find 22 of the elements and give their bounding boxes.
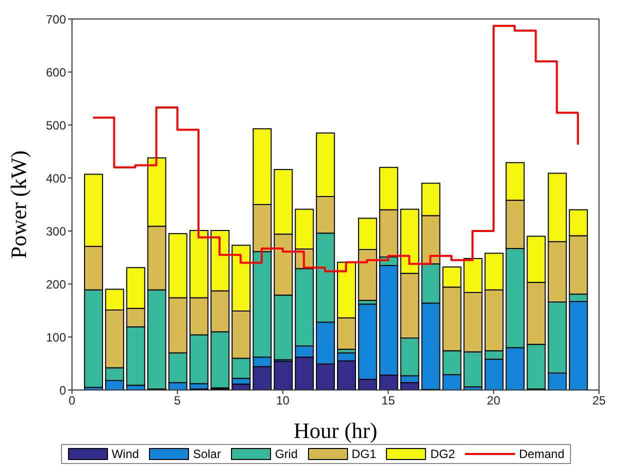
legend-label: DG2 xyxy=(429,447,456,461)
y-tick-label: 600 xyxy=(46,65,66,80)
x-tick-label: 0 xyxy=(68,394,76,408)
x-tick-label: 25 xyxy=(592,394,606,408)
legend-label: Solar xyxy=(192,447,221,461)
x-tick-label: 10 xyxy=(276,394,290,408)
y-tick-label: 300 xyxy=(46,224,66,238)
x-tick-label: 5 xyxy=(174,394,182,408)
legend-label: Demand xyxy=(518,447,564,461)
x-axis-title: Hour (hr) xyxy=(294,418,378,443)
legend-label: DG1 xyxy=(350,447,376,461)
legend-label: Wind xyxy=(110,447,139,461)
y-tick-label: 400 xyxy=(46,171,66,186)
legend-label: Grid xyxy=(274,447,298,461)
x-tick-label: 20 xyxy=(486,394,501,408)
y-tick-label: 100 xyxy=(46,330,66,344)
y-axis-title: Power (kW) xyxy=(6,150,31,259)
y-tick-label: 200 xyxy=(46,277,66,292)
y-tick-label: 0 xyxy=(59,383,66,398)
y-tick-label: 500 xyxy=(46,118,66,132)
y-tick-label: 700 xyxy=(46,12,66,26)
x-tick-label: 15 xyxy=(382,394,396,408)
